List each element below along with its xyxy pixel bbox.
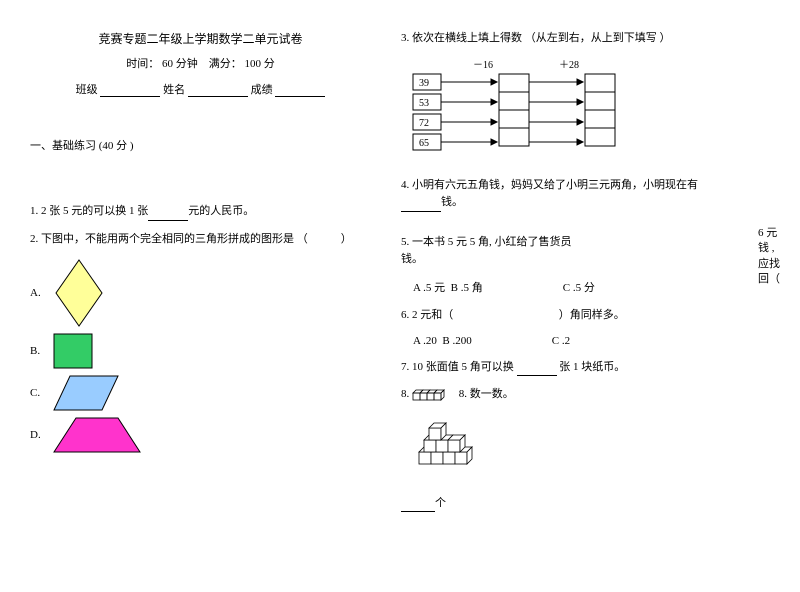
q7-text-b: 张 1 块纸币。 <box>559 361 625 373</box>
svg-text:65: 65 <box>419 138 429 149</box>
time-value: 60 分钟 <box>162 58 198 70</box>
q5-text-b: 钱。 <box>401 253 423 265</box>
side-l4: 回（ <box>758 273 780 285</box>
q8-answer: 个 <box>401 495 780 513</box>
flow-svg: －16 ＋28 39 53 72 65 <box>411 58 641 158</box>
svg-text:53: 53 <box>419 98 429 109</box>
q5-opta: A .5 元 <box>413 282 445 294</box>
side-note: 6 元 钱 , 应找 回（ <box>758 226 794 288</box>
right-column: 3. 依次在横线上填上得数 （从左到右，从上到下填写 ） －16 ＋28 39 … <box>401 30 780 522</box>
q6-text-b: ）角同样多。 <box>559 309 625 321</box>
side-l3: 应找 <box>758 258 780 270</box>
grade-label: 成绩 <box>251 84 273 96</box>
exam-title: 竞赛专题二年级上学期数学二单元试卷 <box>30 30 371 47</box>
mini-cubes-icon <box>412 388 456 402</box>
q7-blank[interactable] <box>517 364 557 376</box>
score-value: 100 分 <box>245 58 275 70</box>
q8-cubes <box>415 414 780 471</box>
q7-text-a: 7. 10 张面值 5 角可以换 <box>401 361 514 373</box>
q8-unit: 个 <box>435 497 446 509</box>
op-plus: ＋28 <box>559 60 579 71</box>
diamond-icon <box>52 258 106 328</box>
op-minus: －16 <box>473 60 493 71</box>
question-5: 5. 一本书 5 元 5 角, 小红给了售货员 钱。 <box>401 234 780 269</box>
svg-text:39: 39 <box>419 78 429 89</box>
left-column: 竞赛专题二年级上学期数学二单元试卷 时间： 60 分钟 满分： 100 分 班级… <box>30 30 371 522</box>
label-c: C. <box>30 387 46 399</box>
class-label: 班级 <box>76 84 98 96</box>
label-d: D. <box>30 429 46 441</box>
grade-blank[interactable] <box>275 85 325 97</box>
trapezoid-icon <box>52 416 142 454</box>
q8-text: 8. 数一数。 <box>459 388 514 400</box>
shape-row-d: D. <box>30 416 371 454</box>
q8-blank[interactable] <box>401 500 435 512</box>
question-8: 8. 8. 数一数。 <box>401 386 780 404</box>
question-2: 2. 下图中，不能用两个完全相同的三角形拼成的图形是 （ ） <box>30 231 371 249</box>
side-l1: 6 元 <box>758 227 777 239</box>
question-7: 7. 10 张面值 5 角可以换 张 1 块纸币。 <box>401 359 780 377</box>
arrows-2 <box>529 79 583 145</box>
student-info: 班级 姓名 成绩 <box>30 81 371 97</box>
q6-text-a: 6. 2 元和（ <box>401 309 453 321</box>
section-1-heading: 一、基础练习 (40 分 ) <box>30 137 371 153</box>
label-b: B. <box>30 345 46 357</box>
question-1: 1. 2 张 5 元的可以换 1 张 元的人民币。 <box>30 203 371 221</box>
shape-row-c: C. <box>30 374 371 412</box>
square-icon <box>52 332 96 370</box>
question-6: 6. 2 元和（ ）角同样多。 <box>401 307 780 325</box>
q5-optc: C .5 分 <box>563 279 595 295</box>
side-l2: 钱 , <box>758 242 775 254</box>
q1-text-b: 元的人民币。 <box>188 205 254 217</box>
q5-options: A .5 元 B .5 角 C .5 分 <box>413 279 780 295</box>
q5-text-a: 5. 一本书 5 元 5 角, 小红给了售货员 <box>401 236 572 248</box>
q4-text-b: 钱。 <box>441 196 463 208</box>
question-3: 3. 依次在横线上填上得数 （从左到右，从上到下填写 ） <box>401 30 780 48</box>
q3-diagram: －16 ＋28 39 53 72 65 <box>411 58 780 161</box>
cubes-icon-large <box>415 414 485 468</box>
q6-opta: A .20 <box>413 335 437 347</box>
question-4: 4. 小明有六元五角钱，妈妈又给了小明三元两角，小明现在有 钱。 <box>401 177 780 212</box>
q1-text-a: 1. 2 张 5 元的可以换 1 张 <box>30 205 148 217</box>
svg-text:72: 72 <box>419 118 429 129</box>
q2-shapes: A. B. C. D. <box>30 258 371 454</box>
q6-optb: B .200 <box>442 335 471 347</box>
name-blank[interactable] <box>188 85 248 97</box>
right-boxes[interactable] <box>585 74 615 146</box>
q6-options: A .20 B .200 C .2 <box>413 335 780 347</box>
input-boxes: 39 53 72 65 <box>413 74 441 150</box>
parallelogram-icon <box>52 374 122 412</box>
class-blank[interactable] <box>100 85 160 97</box>
q6-optc: C .2 <box>552 335 570 347</box>
q1-blank[interactable] <box>148 209 188 221</box>
q5-optb: B .5 角 <box>451 282 483 294</box>
arrows-1 <box>441 79 497 145</box>
exam-page: 竞赛专题二年级上学期数学二单元试卷 时间： 60 分钟 满分： 100 分 班级… <box>0 0 800 542</box>
label-a: A. <box>30 287 46 299</box>
score-label: 满分： <box>209 58 242 70</box>
exam-time-score: 时间： 60 分钟 满分： 100 分 <box>30 55 371 71</box>
mid-boxes[interactable] <box>499 74 529 146</box>
time-label: 时间： <box>126 58 159 70</box>
name-label: 姓名 <box>163 84 185 96</box>
shape-row-b: B. <box>30 332 371 370</box>
q4-blank[interactable] <box>401 200 441 212</box>
shape-row-a: A. <box>30 258 371 328</box>
q4-text-a: 4. 小明有六元五角钱，妈妈又给了小明三元两角，小明现在有 <box>401 179 698 191</box>
